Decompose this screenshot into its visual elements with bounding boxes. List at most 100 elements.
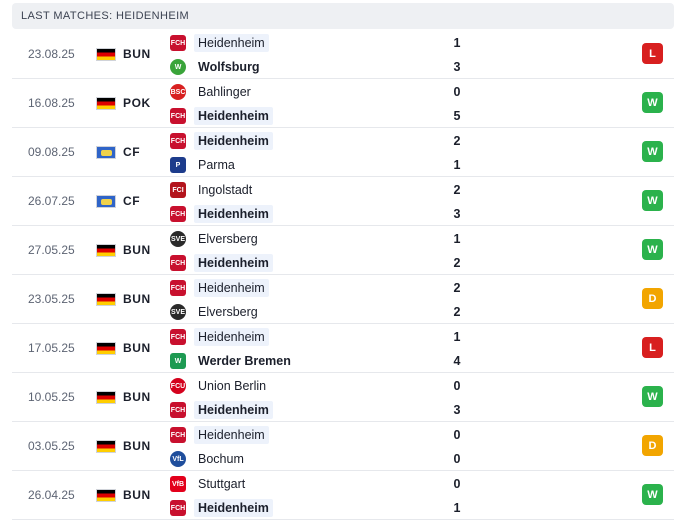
home-score: 1 [453, 330, 461, 344]
section-header: LAST MATCHES: HEIDENHEIM [12, 3, 674, 29]
away-team[interactable]: SVE Elversberg [170, 302, 470, 322]
heidenheim-crest-icon: FCH [170, 35, 186, 51]
away-team-name: Heidenheim [194, 205, 273, 223]
away-score: 2 [453, 305, 461, 319]
match-date: 10.05.25 [28, 390, 75, 404]
away-team-name: Wolfsburg [198, 60, 260, 74]
heidenheim-crest-icon: FCH [170, 427, 186, 443]
away-team[interactable]: P Parma [170, 155, 470, 175]
away-team-name: Heidenheim [194, 254, 273, 272]
heidenheim-crest-icon: FCH [170, 402, 186, 418]
club-friendly-flag-icon [96, 195, 116, 208]
home-team[interactable]: FCU Union Berlin [170, 376, 470, 396]
away-score: 3 [453, 403, 461, 417]
wolfsburg-crest-icon: W [170, 59, 186, 75]
germany-flag-icon [96, 440, 116, 453]
result-badge: D [642, 435, 663, 456]
away-score: 2 [453, 256, 461, 270]
away-score: 0 [453, 452, 461, 466]
home-score: 0 [453, 379, 461, 393]
home-team[interactable]: FCH Heidenheim [170, 278, 470, 298]
result-badge: W [642, 386, 663, 407]
match-row[interactable]: 16.08.25 POK BSC Bahlinger FCH Heidenhei… [12, 79, 674, 128]
competition-label: CF [123, 145, 141, 159]
home-team[interactable]: FCH Heidenheim [170, 327, 470, 347]
away-team-name: Bochum [198, 452, 244, 466]
home-team-name: Stuttgart [198, 477, 246, 491]
bochum-crest-icon: VfL [170, 451, 186, 467]
home-team[interactable]: FCH Heidenheim [170, 33, 470, 53]
away-team[interactable]: W Werder Bremen [170, 351, 470, 371]
home-team[interactable]: FCI Ingolstadt [170, 180, 470, 200]
germany-flag-icon [96, 342, 116, 355]
competition-label: CF [123, 194, 141, 208]
heidenheim-crest-icon: FCH [170, 500, 186, 516]
match-row[interactable]: 10.05.25 BUN FCU Union Berlin FCH Heiden… [12, 373, 674, 422]
bahlinger-crest-icon: BSC [170, 84, 186, 100]
home-team[interactable]: FCH Heidenheim [170, 425, 470, 445]
competition-label: BUN [123, 243, 151, 257]
away-score: 3 [453, 207, 461, 221]
home-score: 0 [453, 428, 461, 442]
away-team[interactable]: FCH Heidenheim [170, 253, 470, 273]
home-team-name: Heidenheim [194, 34, 269, 52]
home-team-name: Bahlinger [198, 85, 251, 99]
section-title: LAST MATCHES: HEIDENHEIM [21, 10, 190, 22]
germany-flag-icon [96, 97, 116, 110]
result-badge: W [642, 239, 663, 260]
home-score: 2 [453, 183, 461, 197]
home-score: 2 [453, 134, 461, 148]
germany-flag-icon [96, 391, 116, 404]
home-team[interactable]: BSC Bahlinger [170, 82, 470, 102]
result-badge: D [642, 288, 663, 309]
away-score: 4 [453, 354, 461, 368]
home-team-name: Heidenheim [194, 426, 269, 444]
away-team[interactable]: W Wolfsburg [170, 57, 470, 77]
club-friendly-flag-icon [96, 146, 116, 159]
match-row[interactable]: 27.05.25 BUN SVE Elversberg FCH Heidenhe… [12, 226, 674, 275]
parma-crest-icon: P [170, 157, 186, 173]
match-date: 23.05.25 [28, 292, 75, 306]
competition-label: BUN [123, 390, 151, 404]
heidenheim-crest-icon: FCH [170, 133, 186, 149]
match-date: 23.08.25 [28, 47, 75, 61]
match-row[interactable]: 23.08.25 BUN FCH Heidenheim W Wolfsburg … [12, 30, 674, 79]
ingolstadt-crest-icon: FCI [170, 182, 186, 198]
home-team-name: Heidenheim [194, 279, 269, 297]
home-team[interactable]: FCH Heidenheim [170, 131, 470, 151]
result-badge: W [642, 141, 663, 162]
away-team[interactable]: FCH Heidenheim [170, 400, 470, 420]
match-date: 03.05.25 [28, 439, 75, 453]
home-score: 1 [453, 232, 461, 246]
away-team[interactable]: VfL Bochum [170, 449, 470, 469]
elversberg-crest-icon: SVE [170, 304, 186, 320]
germany-flag-icon [96, 293, 116, 306]
home-team-name: Heidenheim [194, 132, 273, 150]
match-row[interactable]: 23.05.25 BUN FCH Heidenheim SVE Elversbe… [12, 275, 674, 324]
matches-list: 23.08.25 BUN FCH Heidenheim W Wolfsburg … [12, 30, 674, 520]
away-team[interactable]: FCH Heidenheim [170, 498, 470, 518]
away-team-name: Werder Bremen [198, 354, 291, 368]
away-team-name: Parma [198, 158, 235, 172]
match-date: 26.07.25 [28, 194, 75, 208]
match-row[interactable]: 09.08.25 CF FCH Heidenheim P Parma 2 1 W [12, 128, 674, 177]
heidenheim-crest-icon: FCH [170, 280, 186, 296]
heidenheim-crest-icon: FCH [170, 329, 186, 345]
home-team[interactable]: SVE Elversberg [170, 229, 470, 249]
away-team[interactable]: FCH Heidenheim [170, 204, 470, 224]
match-row[interactable]: 17.05.25 BUN FCH Heidenheim W Werder Bre… [12, 324, 674, 373]
home-team-name: Union Berlin [198, 379, 267, 393]
match-row[interactable]: 26.07.25 CF FCI Ingolstadt FCH Heidenhei… [12, 177, 674, 226]
away-team-name: Elversberg [198, 305, 258, 319]
away-team[interactable]: FCH Heidenheim [170, 106, 470, 126]
match-row[interactable]: 03.05.25 BUN FCH Heidenheim VfL Bochum 0… [12, 422, 674, 471]
home-team-name: Elversberg [198, 232, 258, 246]
home-team[interactable]: VfB Stuttgart [170, 474, 470, 494]
home-score: 2 [453, 281, 461, 295]
home-score: 0 [453, 85, 461, 99]
match-row[interactable]: 26.04.25 BUN VfB Stuttgart FCH Heidenhei… [12, 471, 674, 520]
competition-label: BUN [123, 341, 151, 355]
heidenheim-crest-icon: FCH [170, 206, 186, 222]
away-score: 3 [453, 60, 461, 74]
elversberg-crest-icon: SVE [170, 231, 186, 247]
